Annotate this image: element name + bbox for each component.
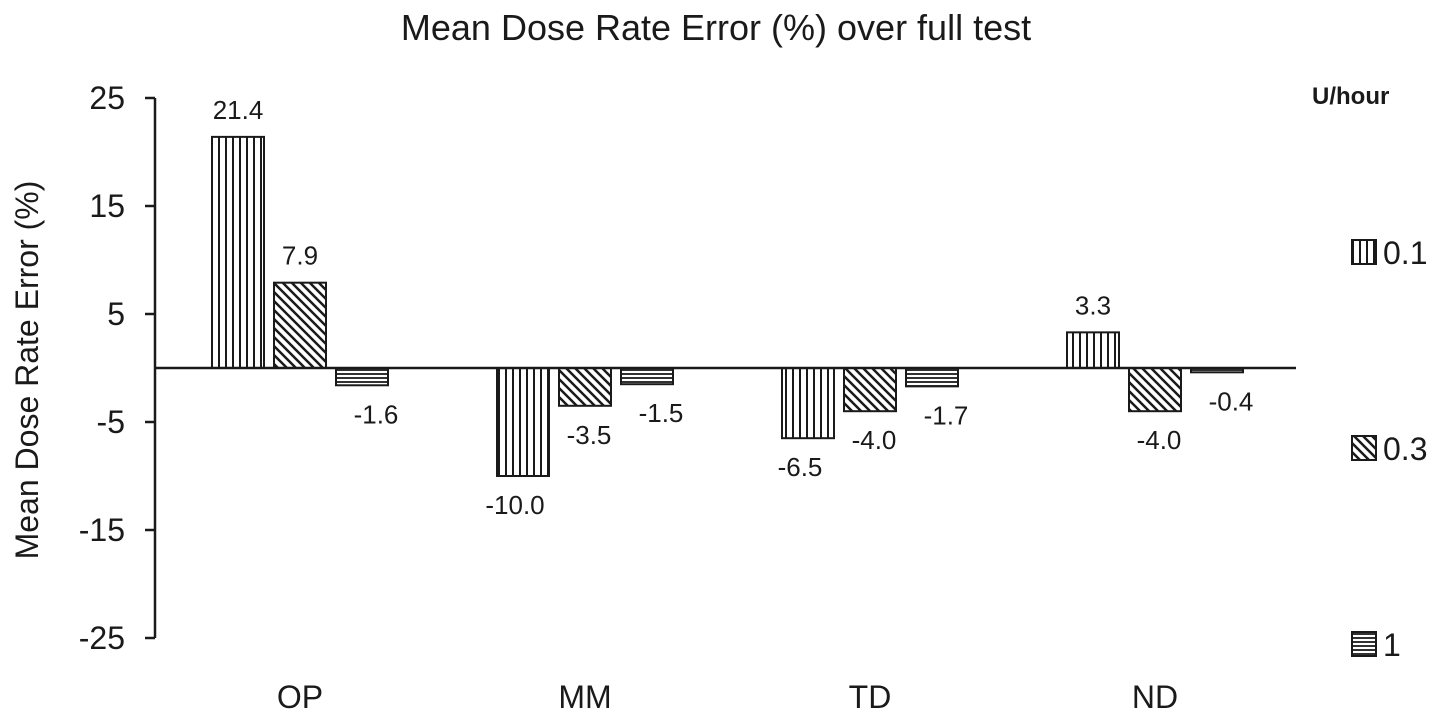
bar-mm-series-1 bbox=[496, 367, 550, 477]
y-tick-label: 15 bbox=[89, 188, 125, 224]
data-label: -1.5 bbox=[639, 398, 684, 428]
data-label: 21.4 bbox=[213, 95, 264, 125]
data-label: -4.0 bbox=[1137, 425, 1182, 455]
data-label: -10.0 bbox=[485, 490, 544, 520]
bar-op-series-2 bbox=[273, 281, 327, 369]
x-category-label: OP bbox=[277, 679, 323, 715]
legend-label: 1 bbox=[1383, 627, 1401, 663]
legend-swatch bbox=[1351, 239, 1377, 265]
bar-op-series-3 bbox=[335, 367, 389, 387]
y-tick-label: -25 bbox=[79, 620, 125, 656]
bar-td-series-3 bbox=[905, 367, 959, 388]
y-tick-label: -15 bbox=[79, 512, 125, 548]
y-tick-label: -5 bbox=[97, 404, 125, 440]
y-axis: 25 15 5 -5 -15 -25 bbox=[79, 80, 157, 656]
y-axis-label: Mean Dose Rate Error (%) bbox=[9, 181, 45, 560]
y-tick-label: 5 bbox=[107, 296, 125, 332]
bar-mm-series-2 bbox=[558, 367, 612, 407]
bar-nd-series-2 bbox=[1128, 367, 1182, 413]
data-label: 3.3 bbox=[1075, 290, 1111, 320]
bar-td-series-1 bbox=[781, 367, 835, 440]
y-tick-label: 25 bbox=[89, 80, 125, 116]
data-labels-group: 21.4 -10.0 -6.5 3.3 7.9 -3.5 -4.0 -4.0 -1.6 -1.5 -… bbox=[213, 95, 1254, 520]
data-label: -6.5 bbox=[778, 452, 823, 482]
bar-td-series-2 bbox=[843, 367, 897, 413]
legend-title: U/hour bbox=[1312, 83, 1389, 110]
chart-title: Mean Dose Rate Error (%) over full test bbox=[401, 7, 1031, 48]
data-label: -4.0 bbox=[852, 425, 897, 455]
legend-swatch bbox=[1351, 435, 1377, 461]
legend-label: 0.1 bbox=[1383, 235, 1427, 271]
data-label: -3.5 bbox=[567, 420, 612, 450]
x-axis: OP MM TD ND bbox=[277, 679, 1178, 715]
x-category-label: TD bbox=[849, 679, 892, 715]
data-label: -1.6 bbox=[354, 399, 399, 429]
legend-swatch bbox=[1351, 631, 1377, 657]
legend: 0.1 0.3 1 bbox=[1351, 235, 1427, 663]
bar-nd-series-1 bbox=[1066, 331, 1120, 369]
bar-mm-series-3 bbox=[620, 367, 674, 386]
data-label: -0.4 bbox=[1209, 386, 1254, 416]
x-category-label: ND bbox=[1132, 679, 1178, 715]
x-category-label: MM bbox=[558, 679, 611, 715]
legend-label: 0.3 bbox=[1383, 431, 1427, 467]
data-label: 7.9 bbox=[282, 241, 318, 271]
bar-op-series-1 bbox=[211, 135, 265, 369]
data-label: -1.7 bbox=[924, 400, 969, 430]
